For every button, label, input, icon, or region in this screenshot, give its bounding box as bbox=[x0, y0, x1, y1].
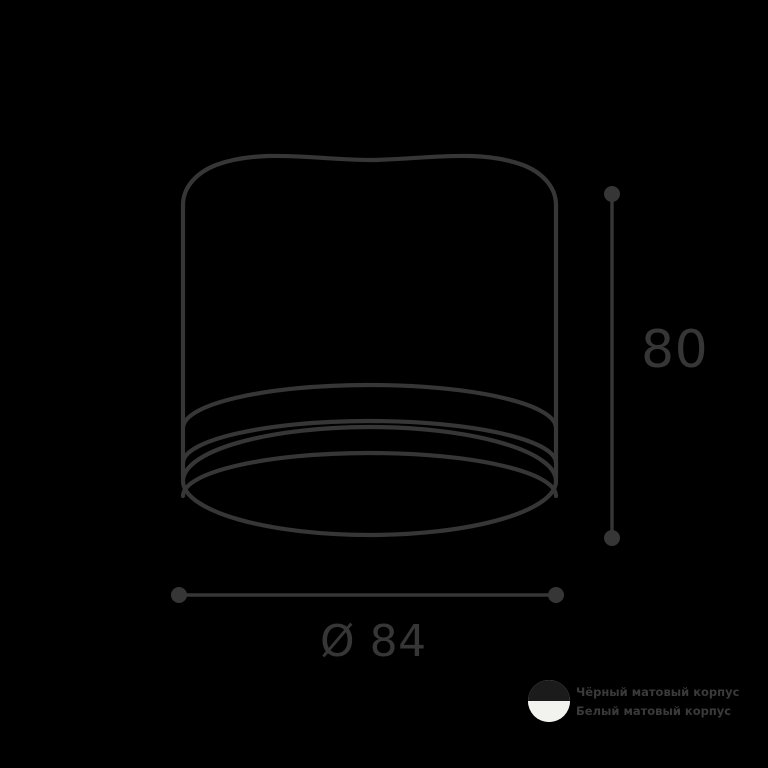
legend-item-white-matte: Белый матовый корпус bbox=[576, 704, 732, 718]
half-black-half-white-circle-swatch-icon bbox=[528, 680, 570, 722]
cylinder-body bbox=[180, 153, 559, 538]
height-dimension-line bbox=[604, 186, 620, 546]
diameter-dimension-dot-left bbox=[171, 587, 187, 603]
cylinder-groove-arc-upper bbox=[180, 382, 559, 431]
swatch-top-half bbox=[528, 680, 570, 701]
legend-item-black-matte: Чёрный матовый корпус bbox=[576, 685, 740, 699]
cylinder-top-arc bbox=[180, 153, 559, 208]
diameter-dimension-dot-right bbox=[548, 587, 564, 603]
diameter-dimension-line bbox=[171, 587, 564, 603]
height-dimension-dot-bottom bbox=[604, 530, 620, 546]
cylinder-groove-arc-lower bbox=[180, 450, 559, 499]
cylinder-bottom-ellipse bbox=[180, 424, 559, 538]
height-dimension-label: 80 bbox=[641, 320, 709, 380]
cylinder-groove-arc-middle bbox=[180, 418, 559, 466]
diameter-dimension-label: Ø 84 bbox=[320, 616, 427, 667]
swatch-bottom-half bbox=[528, 701, 570, 722]
finish-legend: Чёрный матовый корпус Белый матовый корп… bbox=[528, 676, 760, 728]
height-dimension-dot-top bbox=[604, 186, 620, 202]
